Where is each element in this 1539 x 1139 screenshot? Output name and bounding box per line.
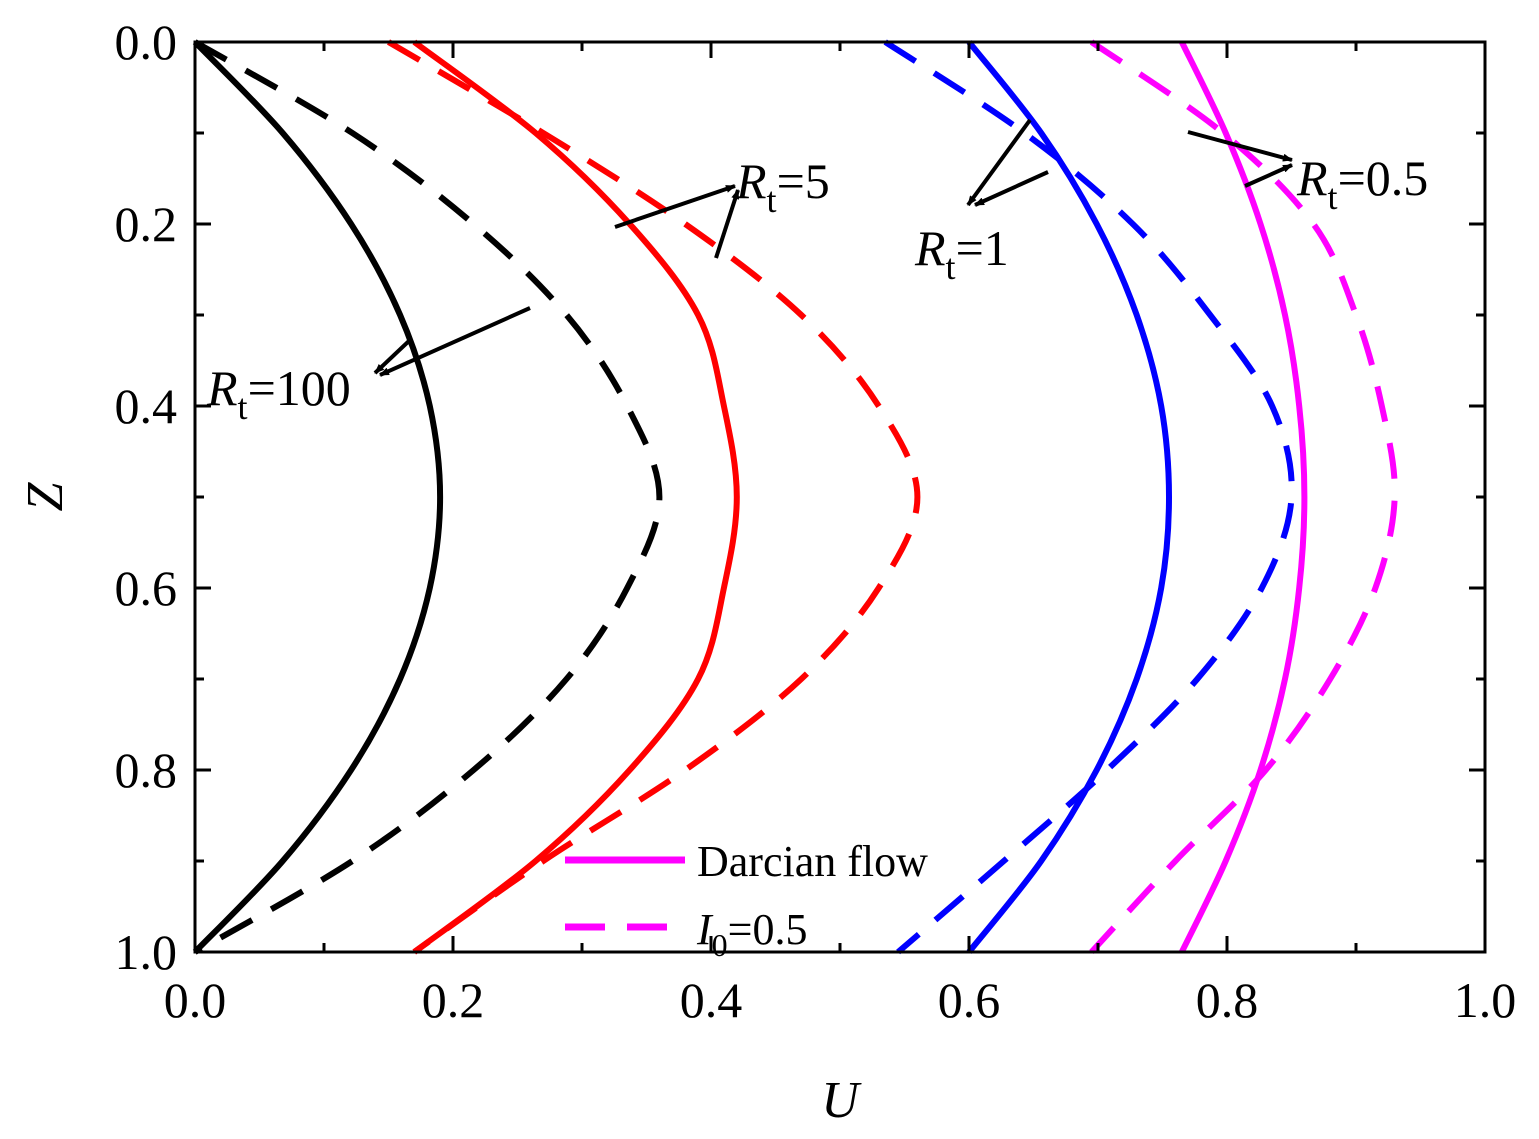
y-tick-label: 0.0 [115, 14, 178, 70]
x-axis-title: U [821, 1072, 862, 1129]
arrow-rt05-dashed [1244, 163, 1293, 188]
annotation-arrows [373, 118, 1293, 377]
annotation-rt5: Rt=5 [735, 153, 830, 220]
arrow-rt100-solid [373, 338, 412, 375]
legend-label-darcian: Darcian flow [697, 837, 928, 886]
arrow-rt5-dashed [714, 189, 740, 259]
x-tick-label: 0.6 [938, 972, 1001, 1028]
annotation-rt05: Rt=0.5 [1296, 150, 1428, 217]
x-tick-label: 0.4 [680, 972, 743, 1028]
x-tick-label: 0.2 [422, 972, 485, 1028]
y-tick-label: 0.8 [115, 742, 178, 798]
series-layer [192, 39, 1398, 955]
arrow-rt1-dashed [974, 170, 1049, 207]
series-line-rt05-solid [1179, 40, 1308, 954]
arrow-rt05-solid [1187, 130, 1293, 162]
y-tick-label: 0.4 [115, 378, 178, 434]
series-line-rt100-dashed [193, 39, 663, 955]
series-line-rt5-dashed [386, 39, 921, 955]
arrow-rt1-solid [966, 118, 1032, 207]
x-tick-label: 0.0 [164, 972, 227, 1028]
y-tick-label: 1.0 [115, 924, 178, 980]
x-tick-label: 0.8 [1196, 972, 1259, 1028]
series-line-rt100-solid [192, 39, 444, 955]
series-line-rt1-dashed [883, 39, 1295, 955]
annotation-rt1: Rt=1 [914, 220, 1009, 287]
arrow-rt100-dashed [379, 306, 531, 377]
y-axis-title: Z [17, 481, 74, 511]
series-line-rt05-dashed [1089, 39, 1398, 955]
series-line-rt1-solid [966, 40, 1172, 954]
legend-label-i0: I0=0.5 [696, 905, 807, 963]
arrow-rt5-solid [614, 184, 736, 229]
y-tick-label: 0.2 [115, 196, 178, 252]
annotation-rt100: Rt=100 [206, 360, 351, 427]
series-line-rt5-solid [412, 39, 740, 955]
tick-layer: 0.0 0.2 0.4 0.6 0.8 1.00.00.20.40.60.81.0 [115, 14, 1517, 1028]
x-tick-label: 1.0 [1454, 972, 1517, 1028]
legend: Darcian flow I0=0.5 [565, 837, 928, 963]
plot-frame [193, 40, 1487, 954]
y-tick-label: 0.6 [115, 560, 178, 616]
